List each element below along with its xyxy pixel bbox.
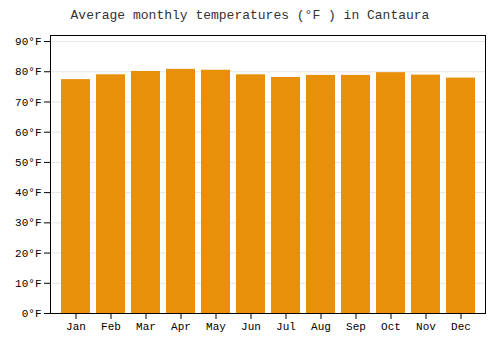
svg-text:10°F: 10°F (15, 278, 41, 290)
svg-text:Jun: Jun (241, 321, 261, 333)
svg-text:Jul: Jul (276, 321, 296, 333)
svg-text:40°F: 40°F (15, 187, 41, 199)
svg-text:Feb: Feb (101, 321, 121, 333)
svg-text:90°F: 90°F (15, 36, 41, 48)
svg-text:May: May (206, 321, 226, 333)
svg-text:80°F: 80°F (15, 66, 41, 78)
svg-text:Dec: Dec (451, 321, 471, 333)
svg-text:Nov: Nov (416, 321, 436, 333)
svg-text:70°F: 70°F (15, 96, 41, 108)
svg-text:0°F: 0°F (22, 308, 42, 320)
svg-text:Sep: Sep (346, 321, 366, 333)
svg-text:30°F: 30°F (15, 217, 41, 229)
svg-text:50°F: 50°F (15, 157, 41, 169)
svg-text:60°F: 60°F (15, 127, 41, 139)
html-text:Average monthly temperatures (: Average monthly temperatures (°F ) in Ca… (70, 8, 430, 23)
svg-text:Apr: Apr (171, 321, 191, 333)
svg-text:Aug: Aug (311, 321, 331, 333)
svg-text:Jan: Jan (66, 321, 86, 333)
svg-text:Mar: Mar (136, 321, 156, 333)
svg-text:Oct: Oct (381, 321, 401, 333)
svg-text:20°F: 20°F (15, 248, 41, 260)
